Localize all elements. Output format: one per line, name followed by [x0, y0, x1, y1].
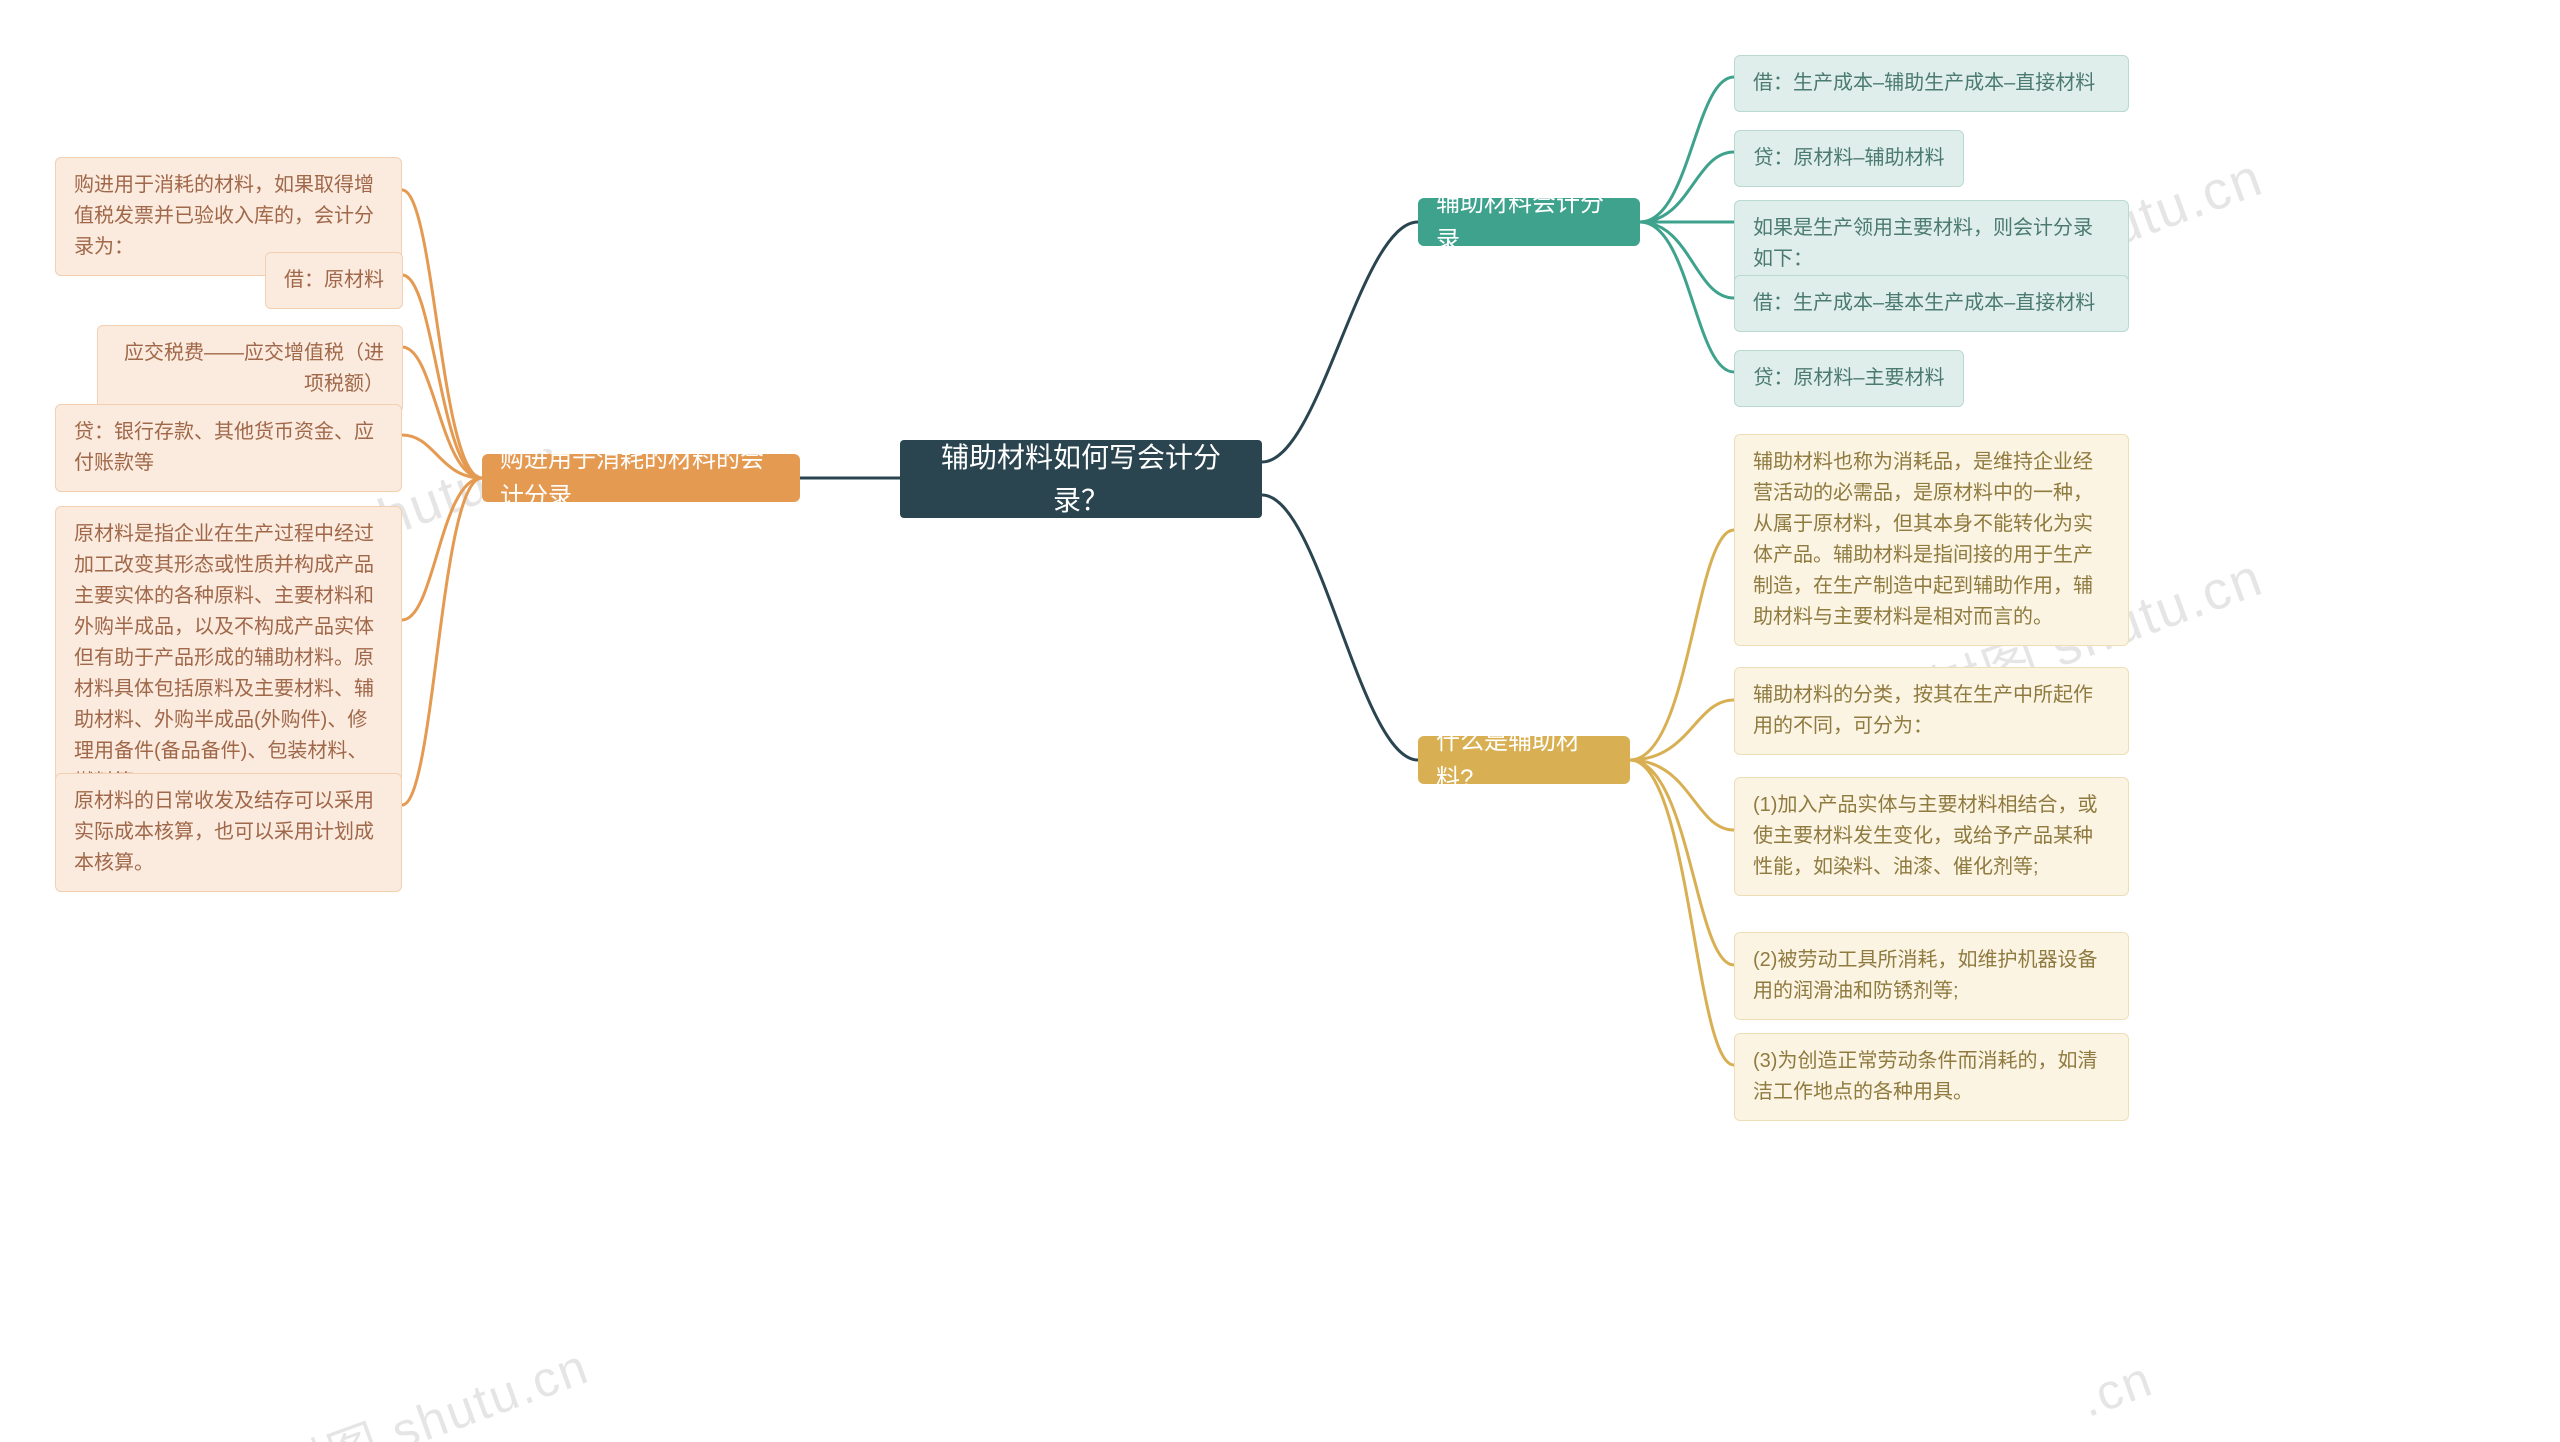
rtop-leaf-3[interactable]: 借：生产成本–基本生产成本–直接材料: [1734, 275, 2129, 332]
branch-right-bottom-label: 什么是辅助材料?: [1436, 723, 1612, 797]
rbot-leaf-1[interactable]: 辅助材料的分类，按其在生产中所起作用的不同，可分为：: [1734, 667, 2129, 755]
rbot-leaf-3[interactable]: (2)被劳动工具所消耗，如维护机器设备用的润滑油和防锈剂等;: [1734, 932, 2129, 1020]
left-leaf-2[interactable]: 应交税费——应交增值税（进项税额）: [97, 325, 403, 413]
watermark: 树图 shutu.cn: [267, 1327, 597, 1442]
rtop-leaf-4[interactable]: 贷：原材料–主要材料: [1734, 350, 1964, 407]
rtop-leaf-1[interactable]: 贷：原材料–辅助材料: [1734, 130, 1964, 187]
rbot-leaf-0[interactable]: 辅助材料也称为消耗品，是维持企业经营活动的必需品，是原材料中的一种，从属于原材料…: [1734, 434, 2129, 646]
rbot-leaf-4[interactable]: (3)为创造正常劳动条件而消耗的，如清洁工作地点的各种用具。: [1734, 1033, 2129, 1121]
rbot-leaf-2[interactable]: (1)加入产品实体与主要材料相结合，或使主要材料发生变化，或给予产品某种性能，如…: [1734, 777, 2129, 896]
branch-left[interactable]: 购进用于消耗的材料的会计分录: [482, 454, 800, 502]
center-node[interactable]: 辅助材料如何写会计分录？: [900, 440, 1262, 518]
left-leaf-3[interactable]: 贷：银行存款、其他货币资金、应付账款等: [55, 404, 402, 492]
branch-right-bottom[interactable]: 什么是辅助材料?: [1418, 736, 1630, 784]
left-leaf-1[interactable]: 借：原材料: [265, 252, 403, 309]
center-label: 辅助材料如何写会计分录？: [918, 436, 1244, 523]
mindmap-canvas: 树图 shutu.cn 树图 shutu.cn 树图 shutu.cn 树图 s…: [0, 0, 2560, 1442]
left-leaf-4[interactable]: 原材料是指企业在生产过程中经过加工改变其形态或性质并构成产品主要实体的各种原料、…: [55, 506, 402, 811]
rtop-leaf-0[interactable]: 借：生产成本–辅助生产成本–直接材料: [1734, 55, 2129, 112]
watermark: .cn: [2072, 1349, 2160, 1428]
branch-right-top[interactable]: 辅助材料会计分录: [1418, 198, 1640, 246]
branch-right-top-label: 辅助材料会计分录: [1436, 185, 1622, 259]
branch-left-label: 购进用于消耗的材料的会计分录: [500, 441, 782, 515]
left-leaf-5[interactable]: 原材料的日常收发及结存可以采用实际成本核算，也可以采用计划成本核算。: [55, 773, 402, 892]
